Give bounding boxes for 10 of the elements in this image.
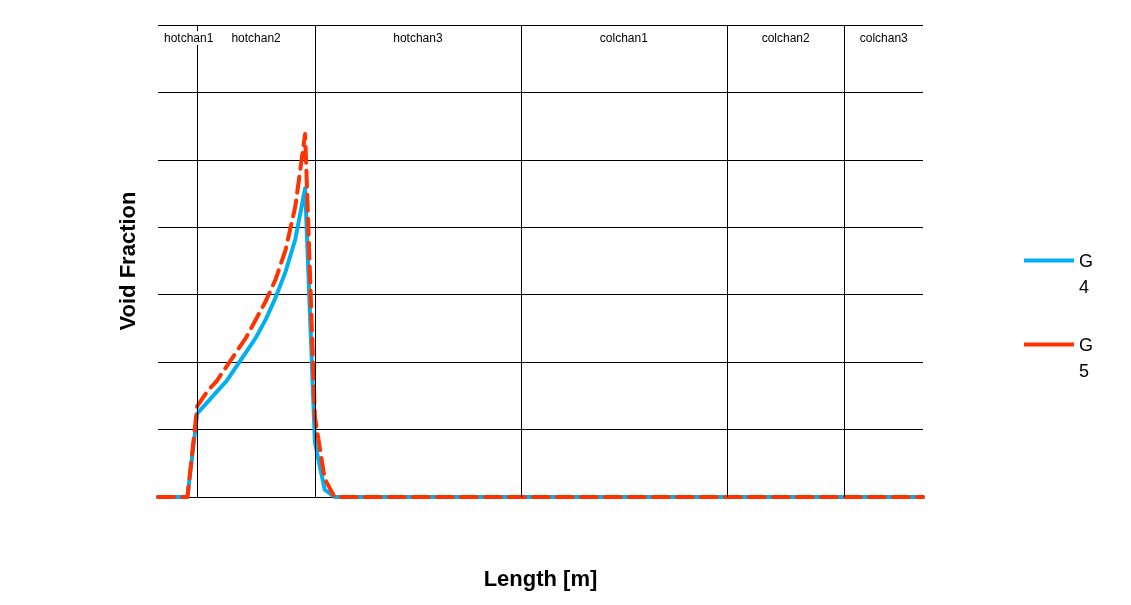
text: hotchan3 <box>393 31 443 45</box>
text: hotchan2 <box>231 31 282 45</box>
x-axis-title: Length [m] <box>483 565 598 591</box>
y-axis-title: Void Fraction <box>114 191 140 331</box>
text: colchan1 <box>599 31 649 45</box>
text: colchan3 <box>859 31 909 45</box>
text: hotchan1 <box>164 31 214 45</box>
legend-label: G 5 <box>1079 334 1099 381</box>
text: colchan2 <box>761 31 811 45</box>
legend-label: G 4 <box>1079 250 1099 297</box>
